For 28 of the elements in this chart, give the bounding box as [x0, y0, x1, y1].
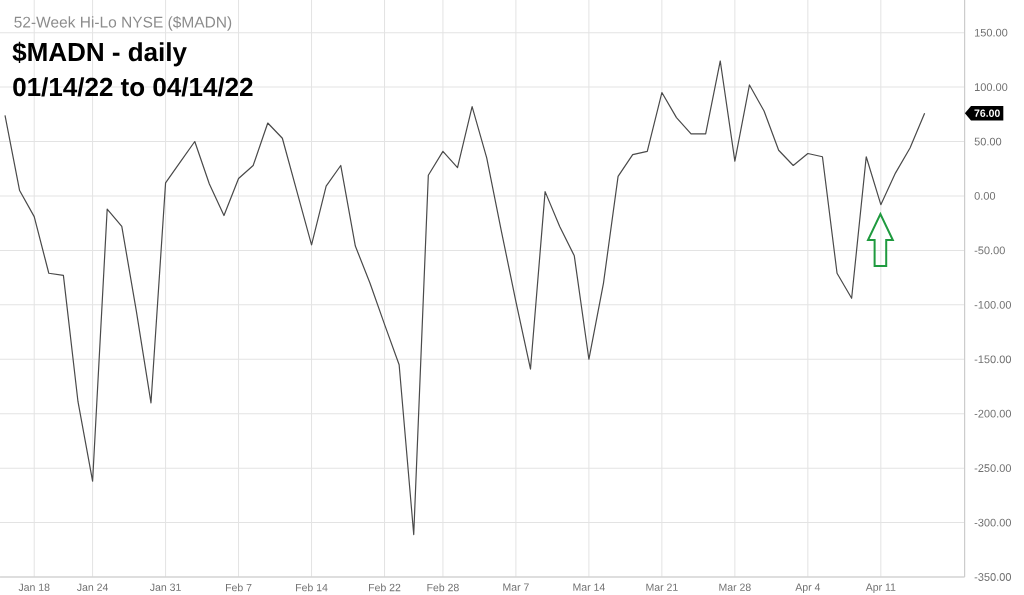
x-tick-label: Feb 28 [427, 583, 459, 592]
y-tick-label: -100.00 [974, 300, 1012, 309]
x-tick-label: Jan 31 [149, 583, 181, 591]
y-tick-label: 0.00 [974, 192, 996, 200]
y-tick-label: -150.00 [974, 355, 1012, 364]
y-tick-label: 150.00 [974, 28, 1008, 37]
x-tick-label: Apr 4 [795, 583, 821, 593]
x-tick-label: Mar 28 [719, 583, 751, 591]
x-tick-label: Feb 14 [296, 583, 328, 592]
y-tick-label: -200.00 [974, 409, 1012, 418]
x-tick-label: Jan 18 [18, 583, 50, 591]
x-tick-label: Mar 21 [646, 583, 678, 591]
y-tick-label: 50.00 [974, 137, 1002, 146]
x-tick-label: Jan 24 [76, 583, 109, 591]
y-tick-label: -250.00 [974, 464, 1012, 473]
text: $MADN - daily [12, 41, 187, 67]
y-tick-label: -50.00 [974, 246, 1005, 255]
text: 01/14/22 to 04/14/22 [13, 77, 253, 97]
x-tick-label: Mar 14 [573, 583, 605, 591]
text: 76.00 [974, 109, 1000, 117]
annotation: 52-Week Hi-Lo NYSE ($MADN) [14, 16, 232, 31]
y-tick-label: -300.00 [974, 518, 1012, 527]
y-tick-label: 100.00 [974, 83, 1008, 91]
y-tick-label: -350.00 [974, 573, 1012, 581]
x-tick-label: Feb 7 [226, 583, 252, 592]
x-tick-label: Apr 11 [865, 583, 896, 593]
x-tick-label: Feb 22 [369, 583, 401, 592]
x-tick-label: Mar 7 [503, 583, 529, 591]
